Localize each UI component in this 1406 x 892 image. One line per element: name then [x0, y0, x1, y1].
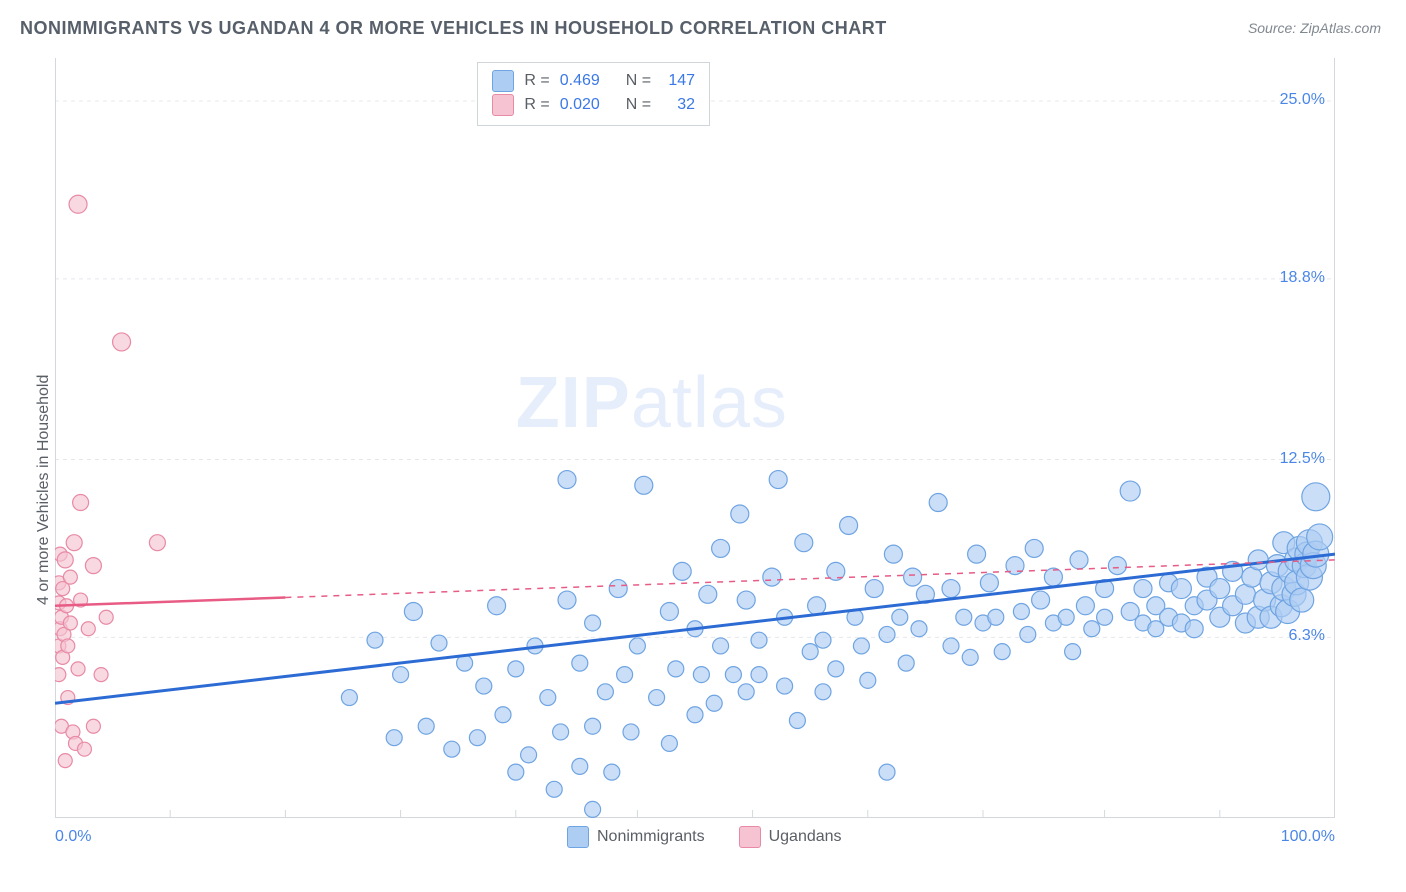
- r-value: 0.020: [560, 93, 610, 117]
- legend-swatch: [492, 94, 514, 116]
- legend-label: Nonimmigrants: [597, 828, 705, 846]
- y-tick-label: 25.0%: [1265, 91, 1325, 109]
- x-tick-label: 0.0%: [55, 828, 91, 846]
- n-value: 32: [661, 93, 695, 117]
- n-label: N =: [626, 93, 651, 117]
- legend-label: Ugandans: [769, 828, 842, 846]
- n-label: N =: [626, 69, 651, 93]
- y-tick-label: 12.5%: [1265, 450, 1325, 468]
- legend-row: R = 0.020 N = 32: [492, 93, 695, 117]
- x-tick-label: 100.0%: [1275, 828, 1335, 846]
- legend-item: Nonimmigrants: [567, 826, 705, 848]
- legend-swatch: [567, 826, 589, 848]
- chart-title: NONIMMIGRANTS VS UGANDAN 4 OR MORE VEHIC…: [20, 18, 887, 39]
- scatter-svg: [55, 58, 1335, 818]
- legend-item: Ugandans: [739, 826, 842, 848]
- legend-swatch: [492, 70, 514, 92]
- y-tick-label: 6.3%: [1265, 627, 1325, 645]
- plot-area: [55, 58, 1335, 818]
- chart-container: NONIMMIGRANTS VS UGANDAN 4 OR MORE VEHIC…: [0, 0, 1406, 892]
- r-label: R =: [524, 93, 549, 117]
- source-attribution: Source: ZipAtlas.com: [1248, 20, 1381, 36]
- r-label: R =: [524, 69, 549, 93]
- y-tick-label: 18.8%: [1265, 269, 1325, 287]
- legend-swatch: [739, 826, 761, 848]
- correlation-legend: R = 0.469 N = 147 R = 0.020 N = 32: [477, 62, 710, 126]
- n-value: 147: [661, 69, 695, 93]
- series-legend: Nonimmigrants Ugandans: [567, 826, 842, 848]
- legend-row: R = 0.469 N = 147: [492, 69, 695, 93]
- r-value: 0.469: [560, 69, 610, 93]
- y-axis-label: 4 or more Vehicles in Household: [35, 375, 53, 605]
